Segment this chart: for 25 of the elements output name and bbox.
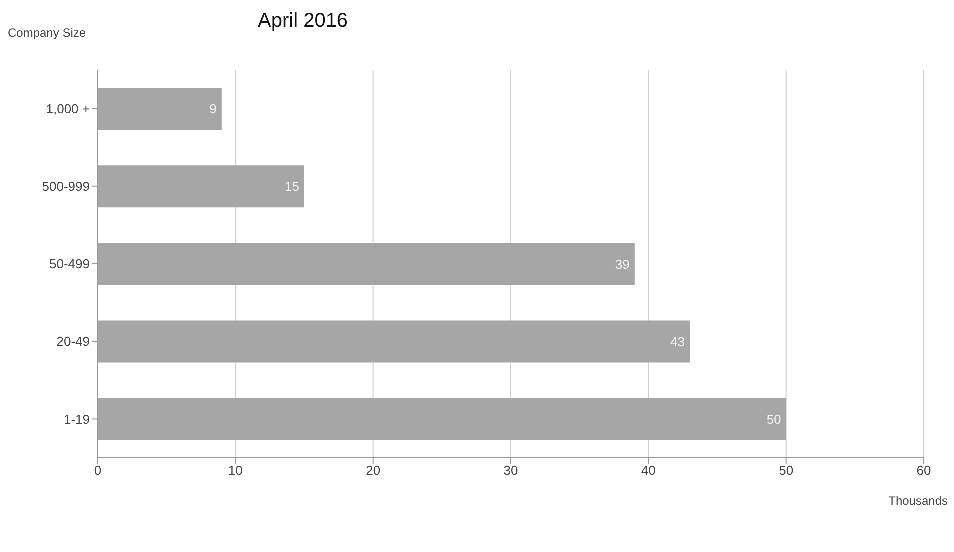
data-label: 9 xyxy=(210,102,217,117)
x-tick-label: 40 xyxy=(641,463,656,478)
y-axis-title: Company Size xyxy=(8,26,86,40)
x-tick-label: 0 xyxy=(94,463,102,478)
bar xyxy=(98,398,786,440)
x-tick-label: 10 xyxy=(228,463,243,478)
x-tick-label: 20 xyxy=(366,463,381,478)
bar xyxy=(98,320,690,363)
chart-title: April 2016 xyxy=(258,10,348,33)
data-label: 15 xyxy=(285,179,300,194)
y-tick-label: 1-19 xyxy=(64,412,90,427)
bar xyxy=(98,166,304,208)
y-tick-label: 20-49 xyxy=(56,334,90,350)
x-axis-title: Thousands xyxy=(888,494,948,508)
data-label: 39 xyxy=(615,256,630,272)
x-tick-label: 60 xyxy=(916,463,932,478)
bar xyxy=(98,243,635,286)
x-tick-label: 50 xyxy=(779,463,794,478)
y-tick-label: 1,000 + xyxy=(46,101,90,116)
data-label: 43 xyxy=(670,334,685,350)
data-label: 50 xyxy=(766,412,782,428)
bar xyxy=(98,88,222,130)
x-tick-label: 30 xyxy=(504,463,518,478)
y-tick-label: 50-499 xyxy=(50,256,90,272)
y-tick-label: 500-999 xyxy=(42,179,90,194)
